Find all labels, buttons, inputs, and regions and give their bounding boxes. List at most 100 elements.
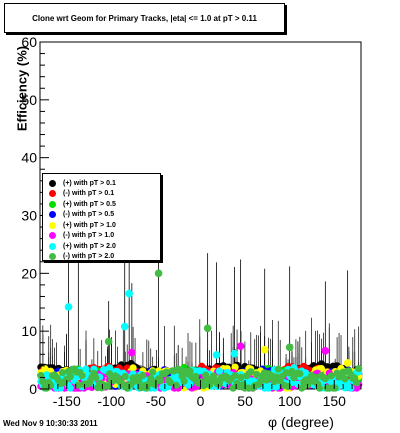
data-point — [186, 367, 194, 375]
data-point — [274, 365, 282, 373]
data-point — [236, 342, 245, 351]
legend-label: (+) with pT > 2.0 — [63, 242, 116, 250]
x-tick-label: -50 — [146, 393, 166, 409]
data-point — [47, 381, 55, 389]
legend-entry: (-) with pT > 2.0 — [43, 252, 160, 263]
data-point — [327, 372, 335, 380]
y-axis-ticks: 0 10 20 30 40 50 60 — [21, 34, 49, 397]
legend-label: (+) with pT > 0.1 — [63, 179, 116, 187]
data-point — [203, 324, 212, 333]
data-point — [74, 381, 82, 389]
legend-label: (+) with pT > 1.0 — [63, 221, 116, 229]
x-tick-label: -100 — [97, 393, 125, 409]
data-point — [172, 381, 180, 389]
data-point — [230, 349, 239, 358]
data-point — [237, 373, 245, 382]
data-point — [321, 347, 330, 355]
data-point — [103, 382, 112, 390]
data-point — [315, 384, 324, 392]
y-tick-label: 60 — [21, 34, 37, 50]
data-point — [180, 377, 188, 385]
data-point — [298, 384, 306, 392]
legend-label: (+) with pT > 0.5 — [63, 200, 116, 208]
legend-entry: (+) with pT > 0.5 — [43, 199, 160, 210]
data-point — [105, 370, 114, 378]
data-point — [92, 373, 100, 382]
data-point — [296, 370, 304, 378]
x-tick-label: 100 — [278, 393, 302, 409]
data-point — [162, 368, 171, 376]
data-point — [121, 372, 129, 381]
data-point — [147, 374, 155, 383]
data-point — [215, 367, 224, 375]
data-point — [200, 382, 208, 390]
data-point — [154, 269, 163, 278]
y-axis-label: Efficiency (%) — [14, 45, 30, 132]
data-point — [272, 383, 280, 391]
x-tick-label: 50 — [237, 393, 253, 409]
data-point — [331, 384, 339, 392]
legend-marker — [49, 211, 56, 219]
legend-marker — [49, 232, 56, 240]
data-point — [192, 372, 200, 381]
data-point — [82, 365, 90, 373]
legend: (+) with pT > 0.1 (-) with pT > 0.1 (+) … — [42, 173, 161, 261]
data-point — [66, 373, 74, 381]
data-point — [39, 378, 47, 386]
data-point — [120, 322, 129, 331]
data-point — [247, 368, 255, 376]
data-point — [231, 372, 239, 380]
data-point — [104, 337, 113, 346]
legend-entry: (-) with pT > 0.5 — [43, 210, 160, 221]
data-point — [284, 382, 292, 391]
data-points — [37, 246, 363, 392]
legend-label: (-) with pT > 2.0 — [63, 253, 115, 261]
data-point — [321, 375, 329, 383]
y-tick-label: 10 — [21, 323, 37, 339]
data-point — [343, 359, 352, 367]
data-point — [66, 384, 74, 392]
data-point — [353, 379, 361, 387]
data-point — [347, 384, 355, 392]
legend-entry: (-) with pT > 1.0 — [43, 231, 160, 242]
data-point — [149, 368, 157, 376]
data-point — [128, 348, 136, 357]
data-point — [105, 364, 114, 372]
data-point — [78, 371, 86, 380]
legend-entry: (-) with pT > 0.1 — [43, 189, 160, 200]
y-tick-label: 0 — [29, 381, 37, 397]
data-point — [260, 345, 269, 354]
y-tick-label: 50 — [21, 92, 37, 108]
data-point — [139, 371, 147, 380]
chart-title: Clone wrt Geom for Primary Tracks, |eta|… — [4, 3, 285, 33]
data-point — [253, 370, 261, 378]
legend-marker — [49, 221, 56, 229]
data-point — [311, 374, 320, 382]
data-point — [135, 377, 143, 385]
x-tick-label: -150 — [53, 393, 81, 409]
data-point — [166, 378, 174, 387]
data-point — [355, 365, 363, 373]
legend-entry: (+) with pT > 1.0 — [43, 220, 160, 231]
data-point — [341, 375, 349, 383]
data-point — [129, 364, 137, 372]
timestamp: Wed Nov 9 10:30:33 2011 — [3, 419, 98, 428]
x-axis-ticks: -150 -100 -50 0 50 100 150 — [48, 380, 362, 409]
x-tick-label: 150 — [323, 393, 347, 409]
data-point — [64, 303, 73, 311]
data-point — [285, 343, 294, 352]
data-point — [58, 368, 67, 377]
legend-label: (-) with pT > 1.0 — [63, 232, 115, 240]
data-point — [156, 376, 165, 385]
legend-entry: (+) with pT > 2.0 — [43, 241, 160, 252]
legend-marker — [49, 179, 56, 187]
x-axis-label: φ (degree) — [268, 414, 334, 430]
legend-label: (-) with pT > 0.5 — [63, 211, 115, 219]
y-tick-label: 30 — [21, 208, 37, 224]
legend-marker — [49, 242, 56, 250]
data-point — [215, 380, 224, 388]
data-point — [125, 289, 133, 298]
legend-marker — [49, 200, 56, 208]
legend-marker — [49, 253, 56, 261]
legend-entry: (+) with pT > 0.1 — [43, 178, 160, 189]
